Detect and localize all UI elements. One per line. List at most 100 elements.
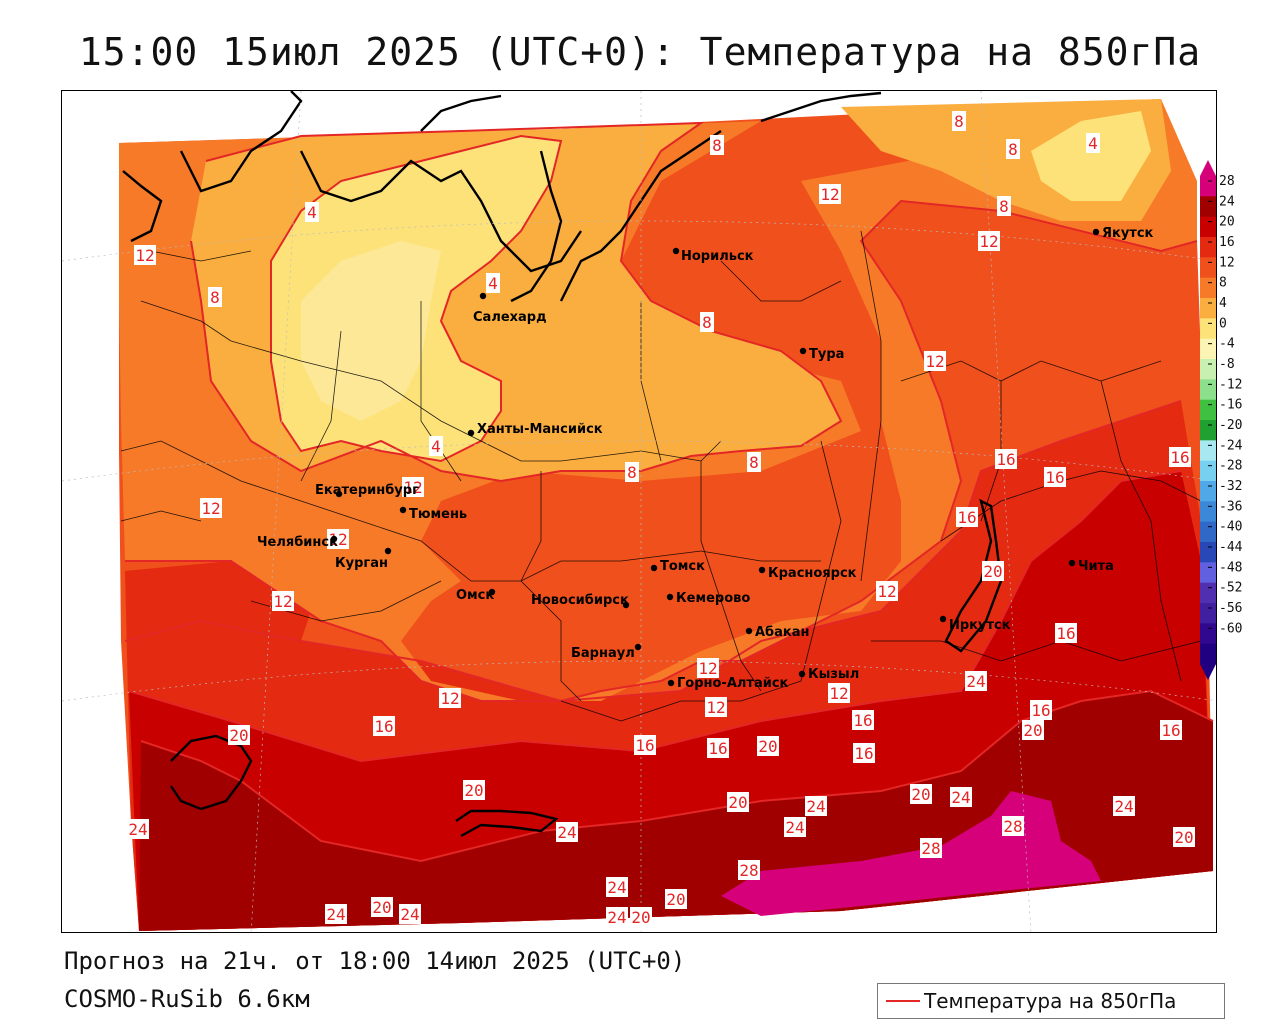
isotherm-label-text: 12 [273,592,292,611]
isotherm-label: 12 [978,231,1000,251]
isotherm-label-text: 12 [135,246,154,265]
isotherm-label-text: 20 [911,785,930,804]
isotherm-label-box [371,897,393,917]
isotherm-label: 12 [876,581,898,601]
city-label: Салехард [473,310,547,325]
colorbar-tick-label: -20 [1219,418,1242,433]
isotherm-label-text: 8 [749,453,759,472]
isotherm-label-text: 8 [1008,140,1018,159]
isotherm-label: 24 [606,907,628,927]
isotherm-label-box [630,907,652,927]
city-marker-dot [622,601,630,609]
city-marker-dot [667,679,675,687]
isotherm-label-text: 24 [128,820,147,839]
isotherm-label-text: 16 [374,717,393,736]
isotherm-label: 12 [439,688,461,708]
isotherm-label-text: 24 [557,823,576,842]
city-marker-dot [799,347,807,355]
isotherm-label-text: 4 [307,203,317,222]
isotherm-8 [190,121,843,483]
isotherm-label: 8 [700,312,714,332]
isotherm-label-box [805,796,827,816]
colorbar-tick-label: -8 [1219,357,1235,372]
isotherm-lines [124,121,1214,863]
city-label: Омск [456,588,494,603]
city-marker-dot [479,292,487,300]
isotherm-label: 20 [630,907,652,927]
isotherm-label-text: 24 [1114,797,1133,816]
isotherm-label-box [697,658,719,678]
isotherm-label-box [634,735,656,755]
isotherm-20 [128,470,1182,763]
isotherm-label-box [625,462,639,482]
isotherm-label: 16 [1169,447,1191,467]
isotherm-label-text: 12 [328,530,347,549]
isotherm-12 [125,199,1198,702]
isotherm-label-box [486,273,500,293]
isotherm-label-box [1169,447,1191,467]
isotherm-label-box [1055,623,1077,643]
isotherm-label: 28 [738,860,760,880]
isotherm-label: 20 [910,784,932,804]
isotherm-label-text: 16 [996,450,1015,469]
isotherm-label-box [606,877,628,897]
isotherm-label-box [995,449,1017,469]
isotherm-label-text: 20 [372,898,391,917]
colorbar-tick-label: -4 [1219,337,1235,352]
isotherm-label-text: 24 [785,818,804,837]
isotherm-label-box [665,889,687,909]
isotherm-label-box [1160,720,1182,740]
isotherm-label: 16 [852,710,874,730]
isotherm-label-box [965,671,987,691]
isotherm-label-box [784,817,806,837]
isotherm-label: 16 [995,449,1017,469]
city-marker-dot [745,627,753,635]
isotherm-label-text: 16 [1031,701,1050,720]
isotherm-label: 24 [1113,796,1135,816]
isotherm-label: 16 [1160,720,1182,740]
isotherm-label-text: 20 [1174,828,1193,847]
isotherm-label-box [439,688,461,708]
isotherm-label-text: 20 [631,908,650,927]
colorbar-tick-label: 28 [1219,174,1235,189]
city-marker-dot [467,429,475,437]
isotherm-label: 12 [828,683,850,703]
isotherm-label: 24 [127,819,149,839]
isotherm-label-box [828,683,850,703]
city-khanty: Ханты-Мансийск [467,422,603,437]
colorbar-tick-label: -24 [1219,438,1243,453]
city-tyumen: Тюмень [399,506,467,522]
isotherm-label: 8 [625,462,639,482]
isotherm-label-text: 28 [921,839,940,858]
line-legend: Температура на 850гПа [877,983,1225,1019]
isotherm-label-box [1044,467,1066,487]
city-marker-dot [488,588,496,596]
city-label: Томск [660,559,705,574]
isotherm-label-box [978,231,1000,251]
isotherm-label-text: 24 [607,908,626,927]
isotherm-label: 24 [325,904,347,924]
isotherm-label: 16 [1044,467,1066,487]
colorbar-bottom-arrow [1200,664,1216,680]
isotherm-label: 12 [200,498,222,518]
colorbar-tick-label: -52 [1219,581,1242,596]
isotherm-label-box [373,716,395,736]
coastlines [122,91,1003,838]
isotherm-label-box [997,196,1011,216]
isotherm-label-box [924,351,946,371]
isotherm-label-box [200,498,222,518]
city-chelyabinsk: Челябинск [257,535,338,550]
isotherm-label-box [710,135,724,155]
isotherm-label: 16 [373,716,395,736]
isotherm-label: 24 [784,817,806,837]
isotherm-label: 20 [1173,827,1195,847]
isotherm-label-box [920,838,942,858]
isotherm-label: 8 [208,287,222,307]
colorbar-tick-label: 24 [1219,194,1235,209]
colorbar-tick-label: -16 [1219,398,1242,413]
isotherm-label: 4 [305,202,319,222]
isotherm-4 [270,134,563,463]
isotherm-label: 24 [556,822,578,842]
isotherm-label-box [1173,827,1195,847]
